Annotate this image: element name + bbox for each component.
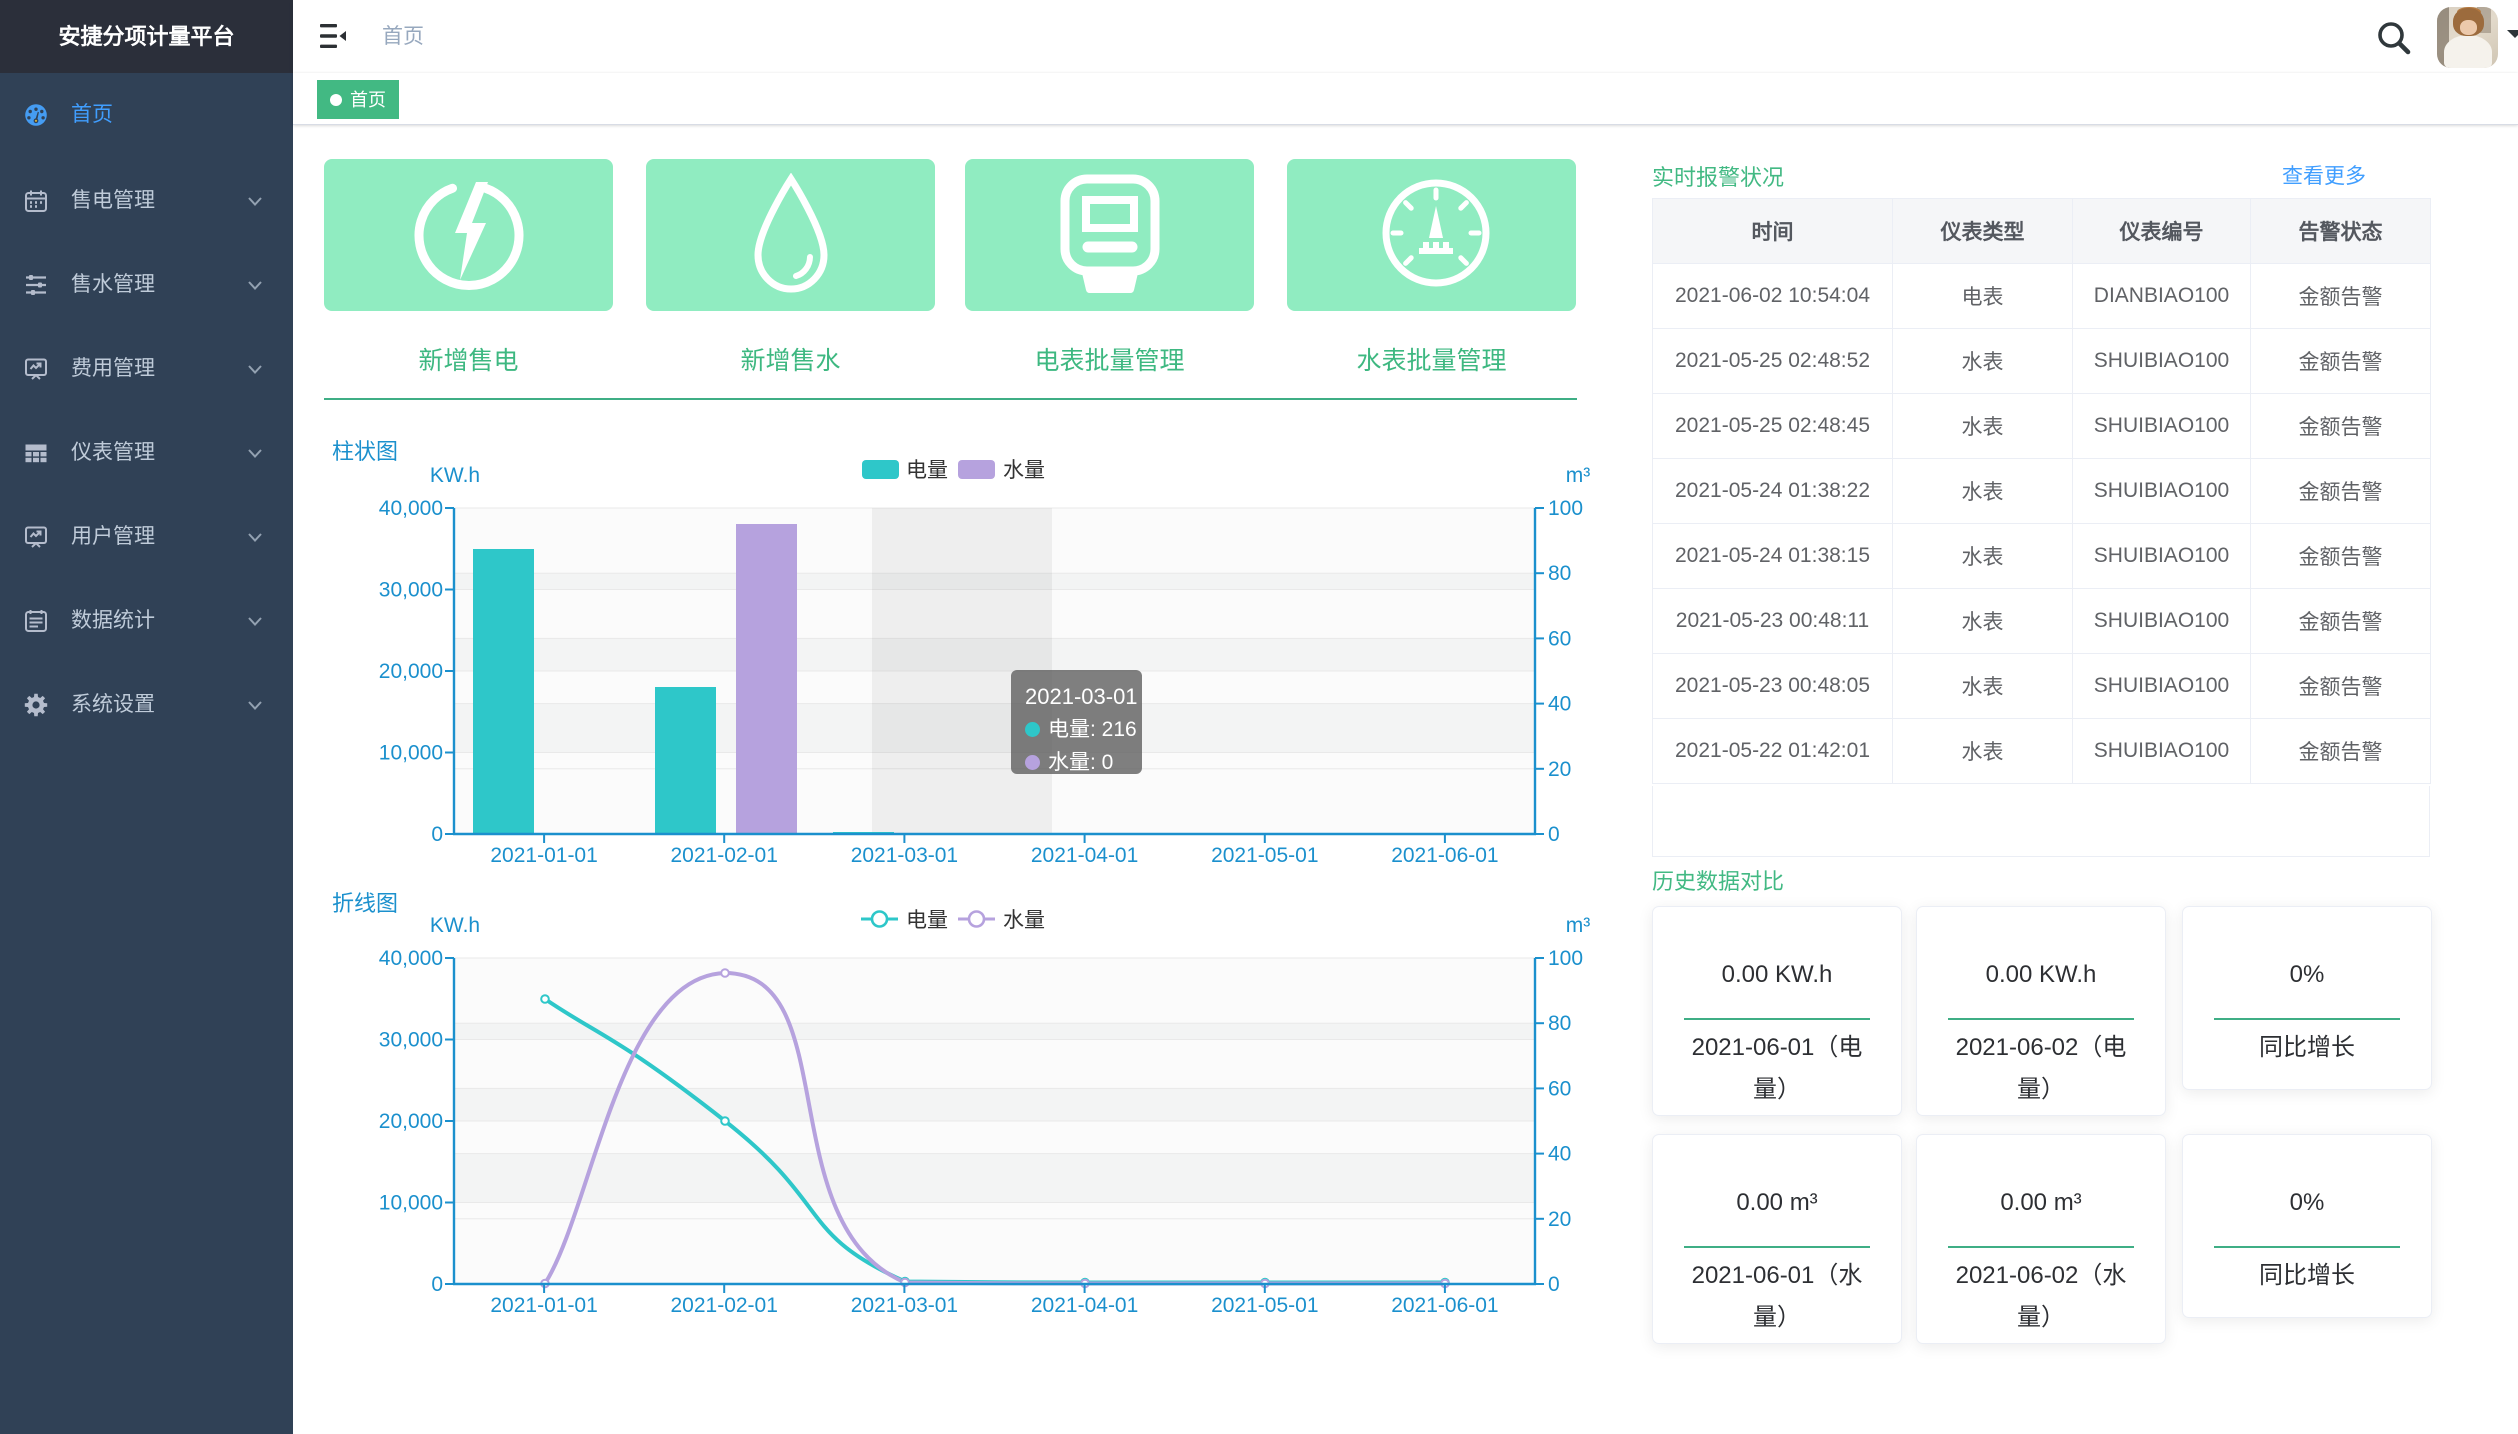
svg-text:2021-03-01: 2021-03-01 <box>851 844 958 867</box>
svg-text:2021-03-01: 2021-03-01 <box>851 1294 958 1317</box>
svg-text:水量: 水量 <box>1003 459 1045 482</box>
svg-text:2021-06-01: 2021-06-01 <box>1391 844 1498 867</box>
svg-text:2021-04-01: 2021-04-01 <box>1031 1294 1138 1317</box>
svg-text:30,000: 30,000 <box>379 1029 443 1052</box>
svg-text:水量: 水量 <box>1003 909 1045 932</box>
svg-text:KW.h: KW.h <box>430 464 480 487</box>
svg-text:0: 0 <box>1548 823 1560 846</box>
svg-text:20,000: 20,000 <box>379 660 443 683</box>
svg-text:40,000: 40,000 <box>379 947 443 970</box>
svg-text:10,000: 10,000 <box>379 1192 443 1215</box>
svg-text:2021-06-01: 2021-06-01 <box>1391 1294 1498 1317</box>
svg-text:KW.h: KW.h <box>430 914 480 937</box>
svg-text:2021-05-01: 2021-05-01 <box>1211 1294 1318 1317</box>
svg-text:40: 40 <box>1548 693 1571 716</box>
svg-text:0: 0 <box>1548 1273 1560 1296</box>
svg-text:m³: m³ <box>1566 914 1591 937</box>
svg-text:80: 80 <box>1548 1012 1571 1035</box>
svg-text:m³: m³ <box>1566 464 1591 487</box>
svg-text:电量: 电量 <box>906 909 948 932</box>
svg-text:2021-05-01: 2021-05-01 <box>1211 844 1318 867</box>
svg-text:20,000: 20,000 <box>379 1110 443 1133</box>
svg-text:60: 60 <box>1548 1077 1571 1100</box>
svg-text:80: 80 <box>1548 562 1571 585</box>
svg-text:100: 100 <box>1548 947 1583 970</box>
svg-text:20: 20 <box>1548 1208 1571 1231</box>
svg-text:10,000: 10,000 <box>379 742 443 765</box>
svg-text:40,000: 40,000 <box>379 497 443 520</box>
svg-text:20: 20 <box>1548 758 1571 781</box>
svg-text:40: 40 <box>1548 1143 1571 1166</box>
svg-text:2021-02-01: 2021-02-01 <box>670 1294 777 1317</box>
svg-text:2021-01-01: 2021-01-01 <box>490 844 597 867</box>
svg-text:0: 0 <box>431 823 443 846</box>
svg-text:60: 60 <box>1548 627 1571 650</box>
svg-text:2021-02-01: 2021-02-01 <box>670 844 777 867</box>
svg-text:2021-01-01: 2021-01-01 <box>490 1294 597 1317</box>
svg-text:电量: 电量 <box>906 459 948 482</box>
svg-text:100: 100 <box>1548 497 1583 520</box>
svg-text:2021-04-01: 2021-04-01 <box>1031 844 1138 867</box>
svg-text:0: 0 <box>431 1273 443 1296</box>
svg-text:30,000: 30,000 <box>379 579 443 602</box>
